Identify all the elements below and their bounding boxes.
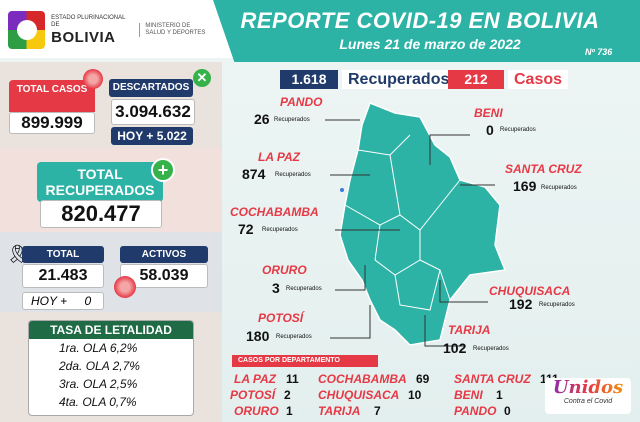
total-deaths-value: 21.483: [22, 264, 104, 288]
dept-sub: Recuperados: [275, 172, 311, 178]
close-icon: ✕: [193, 69, 211, 87]
country-name: BOLIVIA: [51, 28, 116, 46]
leader-lines: [325, 119, 495, 347]
plus-icon: +: [151, 158, 175, 182]
dept-rec-cochabamba: 72: [238, 221, 254, 237]
lethality-row: 2da. OLA 2,7%: [59, 359, 140, 373]
dept-sub: Recuperados: [274, 117, 310, 123]
lethality-title: TASA DE LETALIDAD: [29, 321, 193, 339]
dept-sub: Recuperados: [286, 286, 322, 292]
dept-name-santa-cruz: SANTA CRUZ: [505, 162, 582, 176]
dept-rec-oruro: 3: [272, 280, 280, 296]
dept-name-cochabamba: COCHABAMBA: [230, 205, 319, 219]
recovered-today-value: 1.618: [280, 70, 338, 89]
cases-by-department-title: CASOS POR DEPARTAMENTO: [232, 355, 378, 367]
dept-rec-beni: 0: [486, 122, 494, 138]
discarded-label: DESCARTADOS: [109, 79, 193, 97]
total-cases-label: TOTAL CASOS: [9, 80, 95, 112]
dept-rec-santa-cruz: 169: [513, 178, 537, 194]
cases-dept-name: POTOSÍ: [230, 388, 276, 402]
title-banner: [213, 0, 640, 62]
campaign-title: Unidos: [545, 378, 631, 398]
bolivia-seal-icon: [8, 11, 46, 49]
cases-dept-name: COCHABAMBA: [318, 372, 407, 386]
virus-icon: [83, 69, 103, 89]
dept-name-tarija: TARIJA: [448, 323, 491, 337]
cases-dept-name: PANDO: [454, 404, 497, 418]
lethality-row: 4ta. OLA 0,7%: [59, 395, 137, 409]
total-deaths-label: TOTAL DECESOS: [22, 246, 104, 277]
total-recovered-label: TOTAL RECUPERADOS: [37, 162, 163, 202]
cases-dept-value: 11: [286, 372, 299, 386]
discarded-value: 3.094.632: [111, 99, 195, 125]
virus-icon: [114, 276, 136, 298]
dept-sub: Recuperados: [473, 346, 509, 352]
cases-dept-name: CHUQUISACA: [318, 388, 400, 402]
cases-dept-name: TARIJA: [318, 404, 361, 418]
report-number: Nº 736: [585, 47, 613, 57]
dept-sub: Recuperados: [500, 127, 536, 133]
dept-name-chuquisaca: CHUQUISACA: [489, 284, 571, 298]
dept-name-beni: BENI: [474, 106, 503, 120]
bolivia-map: [339, 102, 507, 346]
cases-dept-value: 1: [286, 404, 293, 418]
dept-sub: Recuperados: [539, 302, 575, 308]
dept-sub: Recuperados: [276, 334, 312, 340]
cases-dept-value: 7: [374, 404, 381, 418]
dept-name-potosi: POTOSÍ: [258, 311, 304, 325]
deaths-today-label: HOY +: [31, 294, 68, 308]
unidos-campaign-logo: Unidos Contra el Covid: [545, 378, 631, 414]
cases-dept-name: SANTA CRUZ: [454, 372, 531, 386]
dept-rec-la-paz: 874: [242, 166, 266, 182]
dept-rec-tarija: 102: [443, 340, 467, 356]
total-recovered-value: 820.477: [40, 200, 162, 228]
report-title: REPORTE COVID-19 EN BOLIVIA: [240, 8, 600, 33]
cases-today-label: Casos: [508, 70, 569, 89]
total-cases-value: 899.999: [9, 112, 95, 134]
dept-name-pando: PANDO: [280, 95, 323, 109]
recovered-today-label: Recuperados: [342, 70, 456, 89]
report-date: Lunes 21 de marzo de 2022: [339, 36, 521, 52]
state-text: ESTADO PLURINACIONAL DE: [51, 14, 126, 28]
dept-name-oruro: ORURO: [262, 263, 307, 277]
cases-dept-value: 2: [284, 388, 291, 402]
dept-rec-potosi: 180: [246, 328, 270, 344]
cases-dept-name: ORURO: [234, 404, 279, 418]
cases-dept-value: 1: [496, 388, 503, 402]
dept-rec-pando: 26: [254, 111, 270, 127]
lethality-table: TASA DE LETALIDAD 1ra. OLA 6,2% 2da. OLA…: [28, 320, 194, 416]
cases-dept-value: 0: [504, 404, 511, 418]
active-label: ACTIVOS: [120, 246, 208, 263]
dept-sub: Recuperados: [262, 227, 298, 233]
dept-rec-chuquisaca: 192: [509, 296, 533, 312]
dept-sub: Recuperados: [541, 185, 577, 191]
lethality-row: 1ra. OLA 6,2%: [59, 341, 138, 355]
discarded-today: HOY + 5.022: [111, 127, 193, 145]
ministry-name: MINISTERIO DE SALUD Y DEPORTES: [139, 23, 208, 37]
campaign-subtitle: Contra el Covid: [563, 398, 613, 405]
dept-name-la-paz: LA PAZ: [258, 150, 300, 164]
cases-dept-value: 10: [408, 388, 422, 402]
cases-dept-value: 69: [416, 372, 430, 386]
deaths-today-value: 0: [84, 294, 92, 308]
cases-dept-name: LA PAZ: [234, 372, 276, 386]
lethality-row: 3ra. OLA 2,5%: [59, 377, 138, 391]
cases-dept-name: BENI: [454, 388, 483, 402]
government-logo: ESTADO PLURINACIONAL DE BOLIVIA MINISTER…: [8, 8, 208, 52]
cases-today-value: 212: [448, 70, 504, 89]
deaths-today-row: HOY + 0: [22, 292, 104, 310]
